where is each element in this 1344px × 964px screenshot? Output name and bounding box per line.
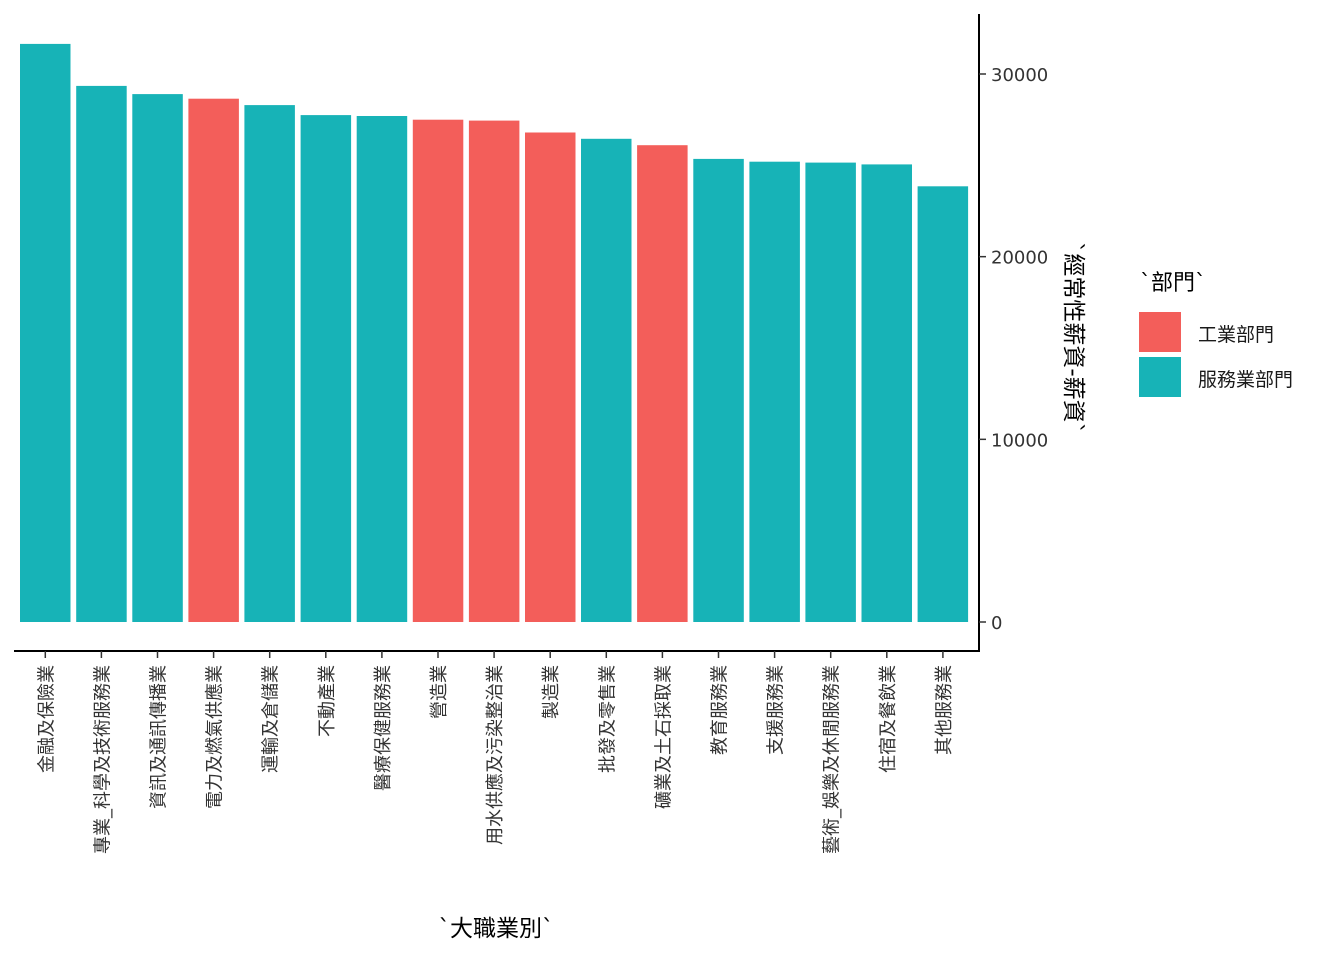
x-tick-label: 用水供應及污染整治業 — [484, 665, 506, 845]
x-ticks-group: 金融及保險業 專業_科學及技術服務業 資訊及通訊傳播業 電力及燃氣供應業 運輸及倉儲業 不… — [36, 651, 955, 854]
x-tick-label: 教育服務業 — [710, 665, 731, 755]
y-axis-title: `經常性薪資-薪資` — [1060, 242, 1086, 434]
bar — [917, 186, 969, 623]
legend-label-service: 服務業部門 — [1198, 369, 1293, 391]
bar — [188, 98, 239, 622]
x-tick-label: 醫療保健服務業 — [373, 665, 394, 791]
x-tick-label: 支援服務業 — [766, 665, 787, 755]
bar — [76, 85, 127, 622]
bars-group — [20, 43, 969, 623]
x-axis-title: `大職業別` — [439, 916, 554, 942]
x-tick-label: 不動產業 — [317, 665, 338, 737]
bar — [805, 162, 856, 622]
x-tick-label: 營造業 — [429, 665, 450, 719]
bar — [412, 119, 464, 622]
x-tick-label: 專業_科學及技術服務業 — [92, 665, 113, 854]
bar — [300, 115, 352, 622]
bar — [356, 116, 408, 622]
y-tick-label: 20000 — [991, 248, 1048, 269]
x-tick-label: 資訊及通訊傳播業 — [149, 665, 170, 809]
bar — [861, 164, 912, 622]
x-tick-label: 運輸及倉儲業 — [261, 665, 282, 773]
x-tick-label: 批發及零售業 — [597, 665, 618, 773]
bar — [637, 145, 688, 622]
x-tick-label: 住宿及餐飲業 — [878, 665, 899, 773]
bar — [749, 161, 800, 622]
bar — [581, 138, 632, 623]
x-tick-label: 電力及燃氣供應業 — [204, 665, 226, 809]
x-tick-label: 藝術_娛樂及休閒服務業 — [822, 665, 843, 854]
bar — [525, 132, 576, 622]
y-ticks-group: 0 10000 20000 30000 — [979, 65, 1048, 634]
legend-title: `部門` — [1140, 271, 1206, 296]
y-tick-label: 0 — [991, 613, 1002, 634]
x-tick-label: 金融及保險業 — [36, 665, 57, 773]
bar — [468, 120, 520, 622]
legend-swatch-industry — [1139, 312, 1181, 352]
x-tick-label: 其他服務業 — [934, 665, 955, 755]
legend-swatch-service — [1139, 357, 1181, 397]
x-tick-label: 製造業 — [541, 665, 562, 719]
bar — [20, 43, 71, 622]
x-tick-label: 礦業及土石採取業 — [653, 665, 674, 809]
y-tick-label: 30000 — [991, 65, 1048, 86]
bar — [244, 105, 295, 623]
legend-label-industry: 工業部門 — [1198, 324, 1274, 346]
legend: `部門` 工業部門 服務業部門 — [1139, 271, 1293, 397]
bar — [693, 158, 744, 622]
bar — [132, 94, 183, 623]
y-tick-label: 10000 — [991, 430, 1048, 451]
